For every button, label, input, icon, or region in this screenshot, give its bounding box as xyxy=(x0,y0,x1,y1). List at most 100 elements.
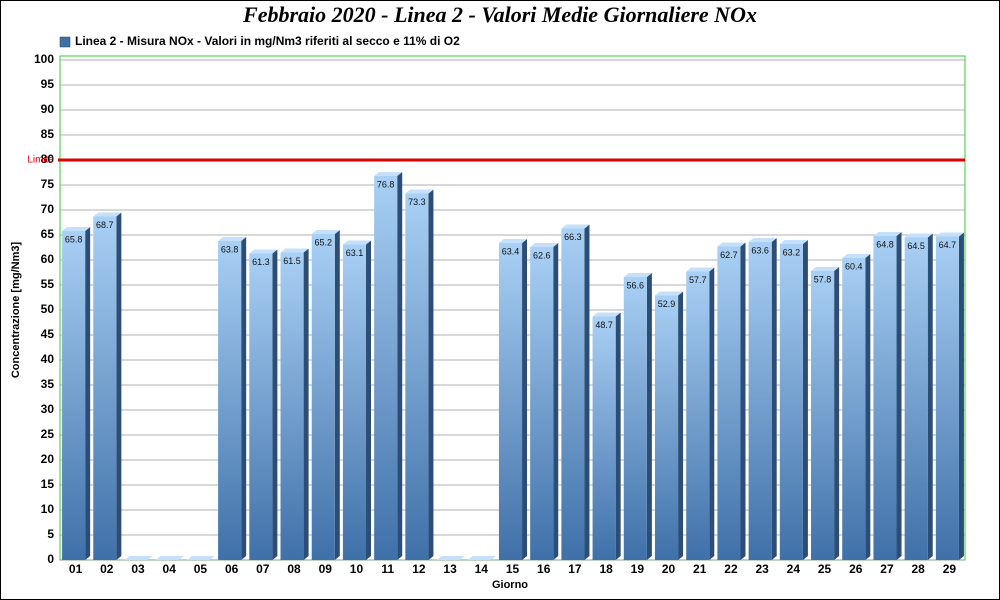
x-tick-label: 11 xyxy=(381,562,394,576)
x-tick-label: 19 xyxy=(631,562,645,576)
bar xyxy=(342,244,367,560)
bar xyxy=(249,253,273,560)
x-tick-label: 05 xyxy=(194,562,208,576)
bar-top xyxy=(405,189,434,194)
bar-side xyxy=(927,233,933,560)
bar-top xyxy=(498,239,528,243)
bar-side xyxy=(709,267,715,560)
value-label: 68.7 xyxy=(96,220,114,230)
bar-top xyxy=(748,238,777,242)
x-tick-label: 20 xyxy=(662,562,676,576)
y-tick-label: 60 xyxy=(41,252,55,266)
bar xyxy=(654,295,679,560)
bar-side xyxy=(678,291,684,560)
x-tick-label: 15 xyxy=(506,562,520,576)
bar-top xyxy=(467,556,496,560)
bar xyxy=(779,244,803,560)
bar-side xyxy=(303,248,309,560)
x-tick-label: 12 xyxy=(412,562,426,576)
bar-side xyxy=(428,189,434,560)
bar-top xyxy=(561,224,590,229)
bar xyxy=(374,176,398,560)
value-label: 65.2 xyxy=(314,237,332,247)
value-label: 64.7 xyxy=(939,240,957,250)
bar-top xyxy=(62,227,91,231)
y-tick-label: 15 xyxy=(41,477,55,491)
x-tick-label: 01 xyxy=(69,562,83,576)
y-tick-label: 95 xyxy=(41,77,55,91)
bar-side xyxy=(241,237,247,560)
bar-top xyxy=(311,230,340,234)
bar xyxy=(218,241,242,560)
bar-side xyxy=(834,267,840,560)
bar-top xyxy=(592,312,621,317)
y-tick-label: 100 xyxy=(34,52,54,66)
bar xyxy=(811,271,835,560)
bar xyxy=(311,234,335,560)
bar-side xyxy=(615,312,621,560)
bar xyxy=(686,271,710,560)
x-tick-label: 21 xyxy=(693,562,707,576)
value-label: 64.8 xyxy=(876,239,894,249)
y-tick-label: 80 xyxy=(41,152,55,166)
bar-side xyxy=(85,227,91,560)
bar-top xyxy=(935,232,964,237)
bar-top xyxy=(436,556,465,560)
value-label: 63.6 xyxy=(751,245,769,255)
x-tick-label: 09 xyxy=(319,562,333,576)
bar-top xyxy=(654,291,684,296)
value-label: 57.8 xyxy=(814,274,832,284)
bar xyxy=(498,243,523,560)
bar-top xyxy=(155,556,184,560)
x-tick-label: 24 xyxy=(787,562,801,576)
legend-label: Linea 2 - Misura NOx - Valori in mg/Nm3 … xyxy=(75,34,460,48)
x-tick-label: 02 xyxy=(100,562,114,576)
y-tick-label: 30 xyxy=(41,402,55,416)
x-tick-label: 13 xyxy=(443,562,457,576)
legend-swatch xyxy=(59,36,71,48)
x-tick-label: 23 xyxy=(755,562,769,576)
bar xyxy=(842,258,866,560)
bar-top xyxy=(811,267,840,271)
value-label: 65.8 xyxy=(65,234,83,244)
bar-top xyxy=(218,237,247,241)
bar-side xyxy=(272,249,278,560)
bar-top xyxy=(374,172,403,176)
bar xyxy=(62,231,86,560)
x-tick-label: 16 xyxy=(537,562,551,576)
bar-side xyxy=(334,230,340,560)
bar xyxy=(748,242,772,560)
bar xyxy=(561,228,585,560)
y-tick-label: 55 xyxy=(41,277,55,291)
x-tick-label: 29 xyxy=(943,562,957,576)
bar xyxy=(280,252,304,560)
bar xyxy=(904,237,928,560)
x-tick-label: 22 xyxy=(724,562,738,576)
bar-side xyxy=(366,240,372,560)
bar-top xyxy=(186,556,215,560)
x-tick-label: 28 xyxy=(912,562,926,576)
x-tick-label: 26 xyxy=(849,562,863,576)
bar xyxy=(405,193,429,560)
value-label: 61.3 xyxy=(252,257,270,267)
bar-side xyxy=(553,243,559,560)
x-tick-label: 14 xyxy=(475,562,489,576)
x-tick-label: 08 xyxy=(287,562,301,576)
value-label: 57.7 xyxy=(689,275,707,285)
value-label: 64.5 xyxy=(907,241,925,251)
bar-side xyxy=(397,172,403,560)
y-tick-label: 20 xyxy=(41,452,55,466)
value-label: 63.2 xyxy=(783,247,801,257)
y-tick-label: 45 xyxy=(41,327,55,341)
x-axis-label: Giorno xyxy=(492,579,528,591)
bar-side xyxy=(584,224,590,560)
x-tick-label: 04 xyxy=(163,562,177,576)
y-tick-label: 25 xyxy=(41,427,55,441)
x-tick-label: 27 xyxy=(880,562,894,576)
y-axis-label: Concentrazione [mg/Nm3] xyxy=(10,242,22,379)
bar-side xyxy=(740,242,746,560)
x-tick-label: 07 xyxy=(256,562,270,576)
y-tick-label: 75 xyxy=(41,177,55,191)
limit-label: Limite xyxy=(27,155,54,166)
